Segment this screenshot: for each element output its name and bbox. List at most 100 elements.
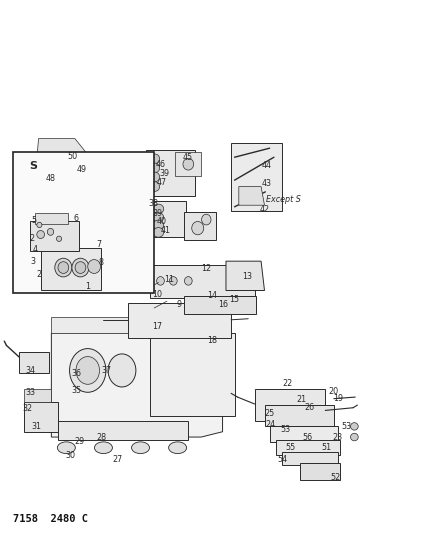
- Polygon shape: [128, 303, 231, 338]
- Text: 43: 43: [261, 179, 271, 188]
- Ellipse shape: [202, 214, 211, 225]
- Ellipse shape: [169, 277, 177, 285]
- Text: 55: 55: [285, 443, 295, 452]
- Text: 39: 39: [152, 209, 163, 217]
- Text: 21: 21: [297, 395, 307, 404]
- Text: 16: 16: [218, 301, 229, 309]
- Text: 39: 39: [160, 169, 170, 177]
- Text: 30: 30: [65, 451, 76, 460]
- Ellipse shape: [150, 182, 160, 191]
- Ellipse shape: [153, 204, 163, 214]
- Text: 49: 49: [77, 165, 87, 174]
- Ellipse shape: [42, 155, 51, 165]
- Text: 15: 15: [229, 295, 240, 304]
- Text: 12: 12: [201, 264, 211, 273]
- Polygon shape: [36, 152, 98, 185]
- Text: 13: 13: [242, 272, 253, 280]
- Ellipse shape: [47, 229, 54, 236]
- Text: 41: 41: [161, 226, 171, 235]
- Text: 56: 56: [302, 433, 312, 441]
- Polygon shape: [231, 143, 282, 211]
- Polygon shape: [226, 261, 265, 290]
- Text: 18: 18: [207, 336, 217, 344]
- Ellipse shape: [58, 262, 68, 273]
- Ellipse shape: [183, 158, 193, 170]
- Ellipse shape: [150, 163, 160, 173]
- Ellipse shape: [184, 277, 192, 285]
- Polygon shape: [270, 426, 338, 442]
- Text: 44: 44: [261, 161, 271, 169]
- Text: 2: 2: [30, 235, 35, 243]
- Text: 35: 35: [71, 386, 81, 395]
- Text: 23: 23: [332, 433, 342, 441]
- Text: 28: 28: [97, 433, 107, 441]
- Ellipse shape: [150, 172, 160, 182]
- Text: 1: 1: [85, 282, 90, 291]
- Polygon shape: [184, 296, 256, 314]
- Ellipse shape: [108, 354, 136, 387]
- Ellipse shape: [169, 442, 187, 454]
- Ellipse shape: [153, 220, 163, 230]
- Ellipse shape: [192, 221, 204, 235]
- Polygon shape: [150, 333, 235, 416]
- Polygon shape: [239, 187, 265, 205]
- Ellipse shape: [157, 277, 164, 285]
- Text: 7158  2480 C: 7158 2480 C: [13, 514, 88, 524]
- Text: S: S: [30, 161, 37, 171]
- Polygon shape: [58, 421, 188, 440]
- Ellipse shape: [95, 442, 113, 454]
- Polygon shape: [175, 152, 201, 176]
- Text: 2: 2: [37, 270, 42, 279]
- Polygon shape: [255, 389, 325, 421]
- Text: 38: 38: [148, 199, 158, 208]
- Text: 47: 47: [157, 178, 167, 187]
- Polygon shape: [276, 440, 340, 455]
- Text: 53: 53: [281, 425, 291, 434]
- Text: 11: 11: [164, 276, 174, 284]
- Text: 10: 10: [152, 290, 163, 298]
- Polygon shape: [24, 389, 51, 402]
- Text: 52: 52: [331, 473, 341, 481]
- Text: 7: 7: [97, 240, 102, 248]
- Ellipse shape: [69, 349, 106, 392]
- Text: 33: 33: [26, 389, 36, 397]
- Text: 34: 34: [26, 366, 36, 375]
- Polygon shape: [51, 333, 223, 437]
- Ellipse shape: [72, 258, 89, 277]
- Text: 32: 32: [23, 405, 33, 413]
- Text: 46: 46: [155, 160, 166, 168]
- Ellipse shape: [58, 164, 66, 172]
- Text: 17: 17: [152, 322, 163, 330]
- Text: 51: 51: [321, 443, 331, 452]
- Text: 45: 45: [182, 154, 193, 162]
- Text: 50: 50: [68, 152, 78, 160]
- Polygon shape: [51, 317, 223, 333]
- Ellipse shape: [131, 442, 149, 454]
- Text: 25: 25: [265, 409, 275, 417]
- Ellipse shape: [150, 154, 160, 164]
- Text: 14: 14: [207, 292, 217, 300]
- Text: 8: 8: [98, 258, 103, 266]
- Text: 26: 26: [304, 403, 314, 411]
- Ellipse shape: [71, 156, 79, 164]
- Polygon shape: [30, 221, 79, 251]
- Text: 3: 3: [31, 257, 36, 265]
- Text: 27: 27: [113, 455, 123, 464]
- Polygon shape: [265, 405, 334, 426]
- Ellipse shape: [37, 222, 42, 228]
- Text: 5: 5: [32, 216, 37, 224]
- Ellipse shape: [75, 262, 86, 273]
- Polygon shape: [19, 352, 49, 373]
- Polygon shape: [146, 150, 195, 196]
- Ellipse shape: [76, 357, 99, 384]
- Polygon shape: [146, 201, 186, 237]
- Ellipse shape: [56, 236, 62, 241]
- Polygon shape: [24, 402, 58, 432]
- Ellipse shape: [153, 228, 163, 237]
- Text: 4: 4: [33, 245, 38, 254]
- Text: 6: 6: [74, 214, 79, 223]
- Ellipse shape: [57, 442, 75, 454]
- Text: 48: 48: [45, 174, 56, 183]
- Text: Except S: Except S: [266, 196, 301, 204]
- Polygon shape: [35, 213, 68, 224]
